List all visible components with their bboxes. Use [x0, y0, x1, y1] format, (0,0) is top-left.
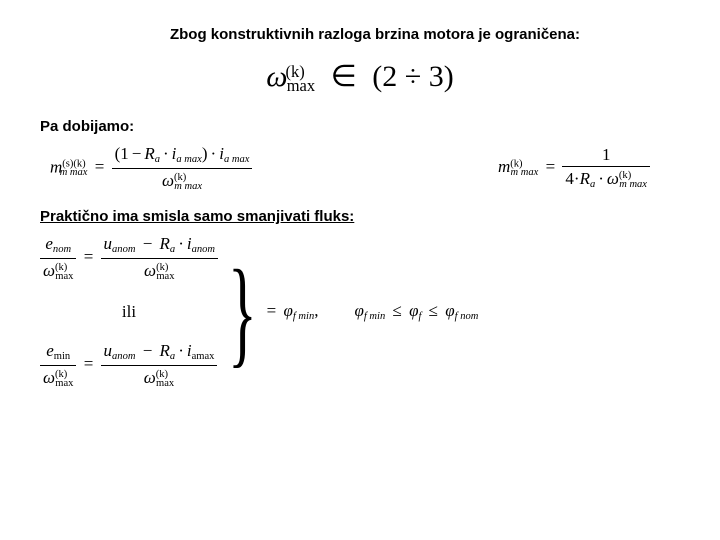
eq-phi-min: = φf min,	[264, 301, 319, 322]
label-or: ili	[40, 298, 218, 326]
heading-result: Pa dobijamo:	[40, 118, 680, 135]
eq-omega-range: ω((k)k)max ∈ (2 ÷ 3)	[266, 59, 453, 96]
eq-flux-row1: enom ω(k)max = uanom − Ra·ianom ω(k)max	[40, 233, 218, 284]
eq-flux-system: enom ω(k)max = uanom − Ra·ianom ω(k)max …	[40, 233, 478, 391]
eq-flux-row2: emin ω(k)max = uanom − Ra·iamax ω(k)max	[40, 340, 218, 391]
heading-constraint: Zbog konstruktivnih razloga brzina motor…	[40, 26, 680, 43]
right-brace: }	[228, 258, 257, 366]
eq-mmmax-k: m(k)m max = 1 4·Ra·ω(k)m max	[498, 144, 650, 193]
heading-flux: Praktično ima smisla samo smanjivati flu…	[40, 208, 680, 225]
eq-phi-range: φf min ≤ φf ≤ φf nom	[354, 301, 478, 322]
eq-mmmax-s: m(s)(k)m max = (1−Ra·ia max)·ia max ω(k)…	[50, 143, 252, 194]
